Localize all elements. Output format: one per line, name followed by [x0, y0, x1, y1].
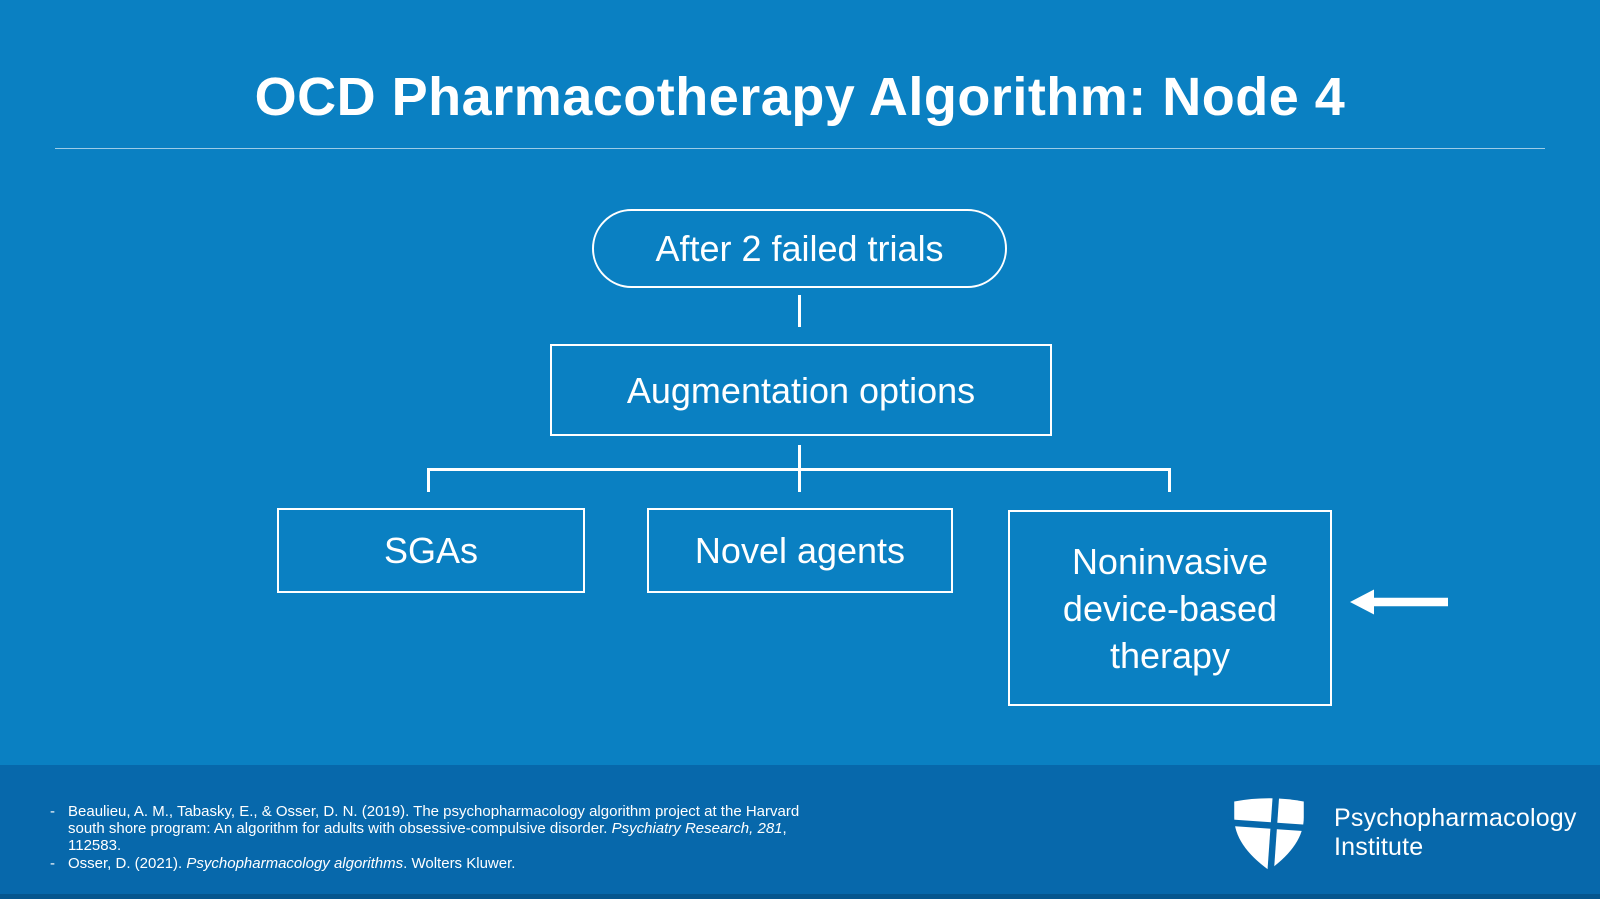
- reference-item: - Osser, D. (2021). Psychopharmacology a…: [50, 855, 840, 872]
- reference-text-italic: Psychiatry Research, 281: [611, 820, 783, 838]
- references-list: - Beaulieu, A. M., Tabasky, E., & Osser,…: [50, 803, 840, 872]
- reference-text-part: Beaulieu, A. M., Tabasky, E., & Osser, D…: [68, 803, 800, 838]
- connector-rail: [427, 468, 1171, 471]
- node-label: Noninvasive device-based therapy: [1062, 540, 1278, 676]
- reference-text-part: . Wolters Kluwer.: [403, 854, 516, 872]
- title-divider: [55, 148, 1545, 149]
- flowchart-node-noninvasive-device-based-therapy: Noninvasive device-based therapy: [1008, 510, 1332, 706]
- reference-bullet: -: [50, 803, 55, 820]
- psychopharmacology-institute-logo: Psychopharmacology Institute: [1228, 795, 1577, 871]
- reference-item: - Beaulieu, A. M., Tabasky, E., & Osser,…: [50, 803, 840, 855]
- bottom-strip: [0, 894, 1600, 899]
- logo-line1: Psychopharmacology: [1334, 804, 1577, 832]
- node-label: Augmentation options: [626, 369, 976, 411]
- shield-cross-icon: [1228, 795, 1310, 871]
- connector-drop-right: [1168, 468, 1171, 492]
- connector-root-to-mid: [798, 295, 801, 327]
- node-label: SGAs: [383, 530, 479, 571]
- logo-text: Psychopharmacology Institute: [1334, 804, 1577, 862]
- reference-text-italic: Psychopharmacology algorithms: [186, 854, 404, 872]
- node-label: Novel agents: [694, 530, 906, 571]
- flowchart-node-augmentation-options: Augmentation options: [550, 344, 1052, 436]
- flowchart-node-sgas: SGAs: [277, 508, 585, 593]
- reference-text: Osser, D. (2021). Psychopharmacology alg…: [68, 855, 840, 872]
- flowchart-node-novel-agents: Novel agents: [647, 508, 953, 593]
- left-arrow-icon: [1350, 589, 1448, 615]
- reference-text: Beaulieu, A. M., Tabasky, E., & Osser, D…: [68, 803, 840, 855]
- reference-text-part: , 112583.: [68, 820, 787, 855]
- footer-band: [0, 765, 1600, 899]
- connector-drop-left: [427, 468, 430, 492]
- page-title: OCD Pharmacotherapy Algorithm: Node 4: [254, 67, 1346, 127]
- flowchart-node-after-2-failed-trials: After 2 failed trials: [592, 209, 1007, 288]
- logo-line2: Institute: [1334, 833, 1424, 861]
- reference-bullet: -: [50, 854, 55, 872]
- node-label: After 2 failed trials: [655, 228, 944, 269]
- reference-text-part: Osser, D. (2021).: [68, 854, 187, 872]
